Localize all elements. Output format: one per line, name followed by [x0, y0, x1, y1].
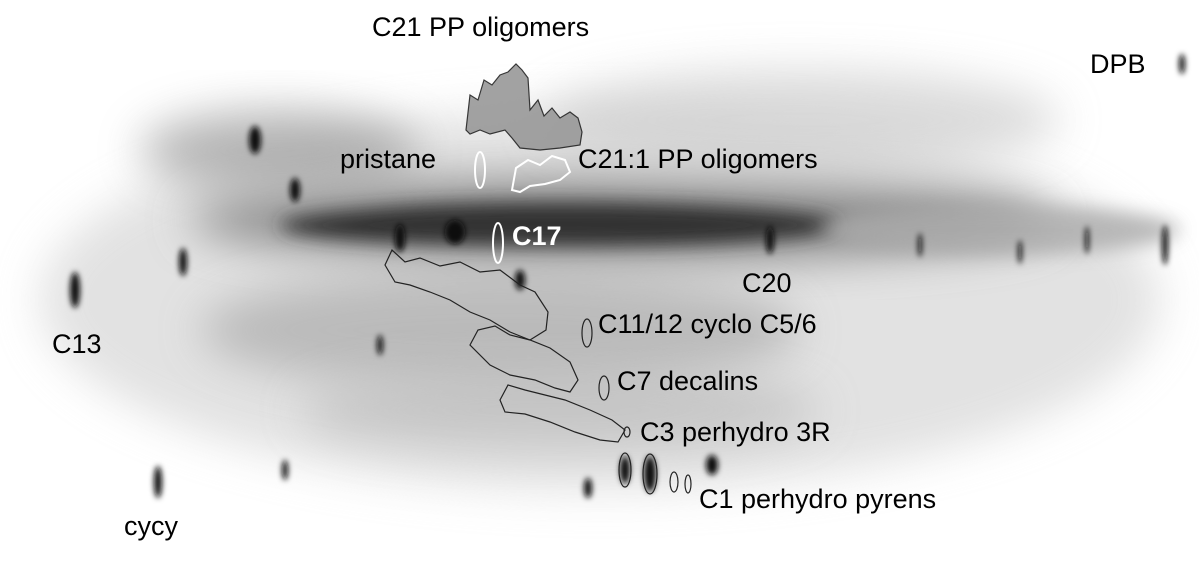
- annotation: C17: [512, 221, 562, 251]
- annotation: C11/12 cyclo C5/6: [598, 309, 817, 339]
- annotation: pristane: [340, 144, 436, 174]
- annotation: C3 perhydro 3R: [640, 417, 831, 447]
- annotation: C13: [52, 329, 102, 359]
- annotation: C7 decalins: [617, 366, 758, 396]
- annotation: DPB: [1090, 49, 1146, 79]
- annotation: C20: [742, 268, 792, 298]
- annotations: C21 PP oligomers DPB pristane C21:1 PP o…: [52, 12, 1146, 541]
- contours: [384, 63, 692, 495]
- annotation: C21 PP oligomers: [372, 12, 589, 42]
- peak-spots: [70, 54, 1185, 498]
- annotation: C1 perhydro pyrens: [699, 484, 936, 514]
- annotation: cycy: [124, 511, 179, 541]
- annotation: C21:1 PP oligomers: [578, 144, 818, 174]
